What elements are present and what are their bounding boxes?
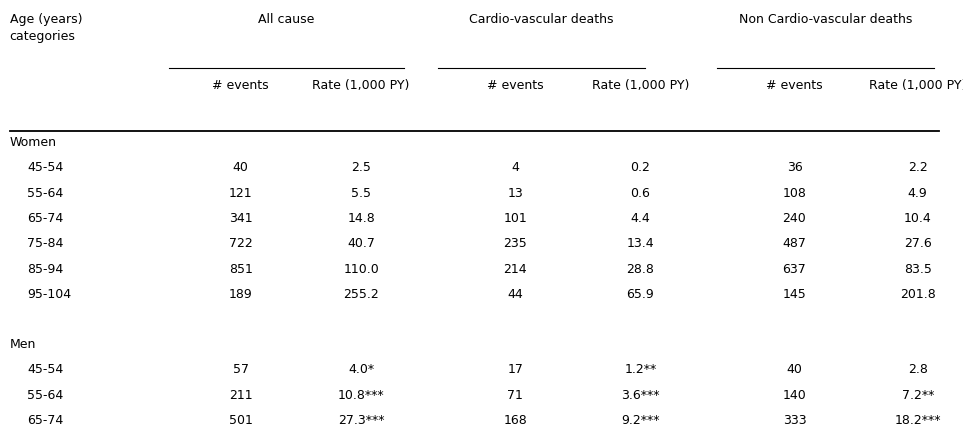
Text: 75-84: 75-84 [27, 237, 64, 251]
Text: 201.8: 201.8 [899, 288, 936, 301]
Text: 10.8***: 10.8*** [338, 389, 384, 402]
Text: 851: 851 [229, 263, 252, 276]
Text: # events: # events [487, 79, 543, 92]
Text: 40: 40 [787, 363, 802, 376]
Text: 4.0*: 4.0* [348, 363, 375, 376]
Text: 85-94: 85-94 [27, 263, 64, 276]
Text: 1.2**: 1.2** [624, 363, 657, 376]
Text: 0.2: 0.2 [631, 161, 650, 174]
Text: 71: 71 [508, 389, 523, 402]
Text: 101: 101 [504, 212, 527, 225]
Text: 240: 240 [783, 212, 806, 225]
Text: 14.8: 14.8 [348, 212, 375, 225]
Text: 4.4: 4.4 [631, 212, 650, 225]
Text: 10.4: 10.4 [904, 212, 931, 225]
Text: 501: 501 [229, 414, 252, 427]
Text: 121: 121 [229, 187, 252, 200]
Text: 95-104: 95-104 [27, 288, 71, 301]
Text: 2.5: 2.5 [351, 161, 371, 174]
Text: 65-74: 65-74 [27, 414, 64, 427]
Text: # events: # events [213, 79, 269, 92]
Text: Non Cardio-vascular deaths: Non Cardio-vascular deaths [739, 13, 913, 26]
Text: 36: 36 [787, 161, 802, 174]
Text: 57: 57 [233, 363, 248, 376]
Text: All cause: All cause [258, 13, 315, 26]
Text: Cardio-vascular deaths: Cardio-vascular deaths [469, 13, 614, 26]
Text: 110.0: 110.0 [343, 263, 379, 276]
Text: 44: 44 [508, 288, 523, 301]
Text: 9.2***: 9.2*** [621, 414, 660, 427]
Text: Age (years)
categories: Age (years) categories [10, 13, 82, 43]
Text: 235: 235 [504, 237, 527, 251]
Text: 0.6: 0.6 [631, 187, 650, 200]
Text: 17: 17 [508, 363, 523, 376]
Text: 45-54: 45-54 [27, 161, 64, 174]
Text: 13: 13 [508, 187, 523, 200]
Text: Rate (1,000 PY): Rate (1,000 PY) [312, 79, 410, 92]
Text: 487: 487 [783, 237, 806, 251]
Text: 7.2**: 7.2** [901, 389, 934, 402]
Text: 145: 145 [783, 288, 806, 301]
Text: 40.7: 40.7 [348, 237, 375, 251]
Text: Men: Men [10, 338, 36, 351]
Text: 40: 40 [233, 161, 248, 174]
Text: 65.9: 65.9 [627, 288, 654, 301]
Text: 341: 341 [229, 212, 252, 225]
Text: 27.3***: 27.3*** [338, 414, 384, 427]
Text: # events: # events [767, 79, 822, 92]
Text: 55-64: 55-64 [27, 187, 64, 200]
Text: 2.2: 2.2 [908, 161, 927, 174]
Text: 108: 108 [783, 187, 806, 200]
Text: 189: 189 [229, 288, 252, 301]
Text: 255.2: 255.2 [343, 288, 379, 301]
Text: 4: 4 [511, 161, 519, 174]
Text: 214: 214 [504, 263, 527, 276]
Text: 45-54: 45-54 [27, 363, 64, 376]
Text: 211: 211 [229, 389, 252, 402]
Text: 55-64: 55-64 [27, 389, 64, 402]
Text: 722: 722 [229, 237, 252, 251]
Text: 28.8: 28.8 [627, 263, 654, 276]
Text: Rate (1,000 PY): Rate (1,000 PY) [869, 79, 963, 92]
Text: 83.5: 83.5 [904, 263, 931, 276]
Text: 333: 333 [783, 414, 806, 427]
Text: 4.9: 4.9 [908, 187, 927, 200]
Text: 27.6: 27.6 [904, 237, 931, 251]
Text: Women: Women [10, 136, 57, 149]
Text: 13.4: 13.4 [627, 237, 654, 251]
Text: 65-74: 65-74 [27, 212, 64, 225]
Text: 2.8: 2.8 [908, 363, 927, 376]
Text: 18.2***: 18.2*** [895, 414, 941, 427]
Text: Rate (1,000 PY): Rate (1,000 PY) [591, 79, 690, 92]
Text: 637: 637 [783, 263, 806, 276]
Text: 168: 168 [504, 414, 527, 427]
Text: 3.6***: 3.6*** [621, 389, 660, 402]
Text: 140: 140 [783, 389, 806, 402]
Text: 5.5: 5.5 [351, 187, 371, 200]
